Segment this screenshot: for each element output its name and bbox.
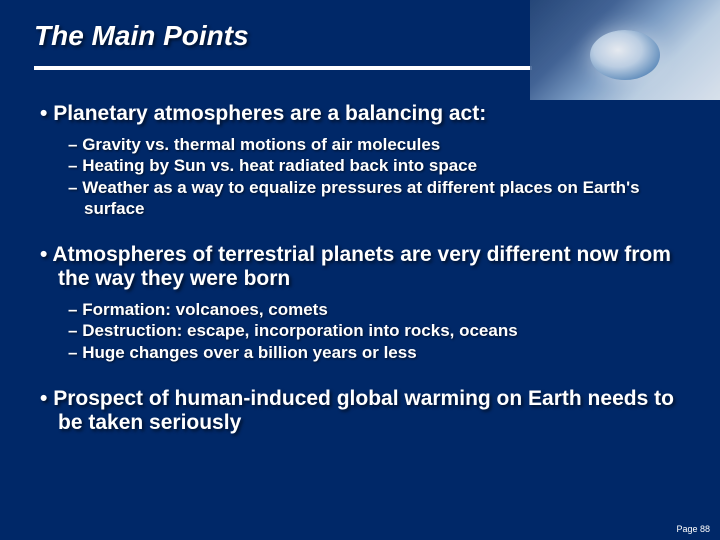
bullet-main: Prospect of human-induced global warming… — [40, 387, 680, 435]
bullet-sub: Gravity vs. thermal motions of air molec… — [68, 134, 680, 155]
bullet-sub: Heating by Sun vs. heat radiated back in… — [68, 155, 680, 176]
page-number: Page 88 — [676, 524, 710, 534]
bullet-sub: Destruction: escape, incorporation into … — [68, 320, 680, 341]
bullet-sub: Weather as a way to equalize pressures a… — [68, 177, 680, 220]
spacer — [40, 219, 680, 243]
bullet-main: Atmospheres of terrestrial planets are v… — [40, 243, 680, 291]
bullet-sub: Formation: volcanoes, comets — [68, 299, 680, 320]
bullet-main: Planetary atmospheres are a balancing ac… — [40, 102, 680, 126]
spacer — [40, 363, 680, 387]
content-area: Planetary atmospheres are a balancing ac… — [0, 70, 720, 435]
header-earth-image — [530, 0, 720, 100]
bullet-sub: Huge changes over a billion years or les… — [68, 342, 680, 363]
